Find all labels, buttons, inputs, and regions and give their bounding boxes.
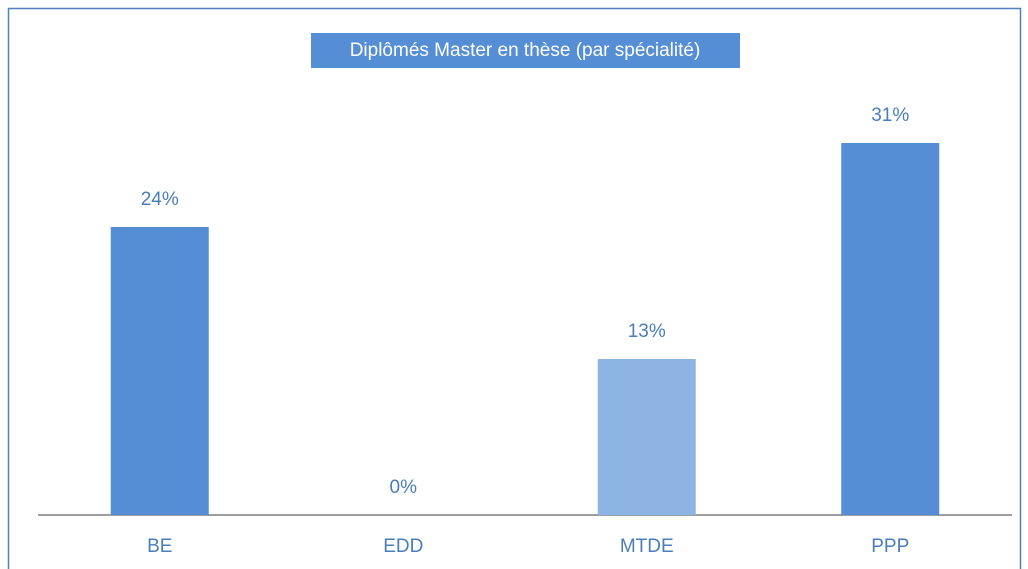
x-tick-label: PPP bbox=[871, 536, 909, 557]
data-label: 24% bbox=[141, 189, 179, 210]
title-box bbox=[311, 33, 740, 68]
data-label: 0% bbox=[390, 477, 418, 498]
bar bbox=[597, 359, 696, 515]
x-tick-label: MTDE bbox=[620, 536, 674, 557]
bar bbox=[110, 227, 209, 515]
chart-frame bbox=[7, 7, 1022, 569]
x-tick-label: BE bbox=[147, 536, 172, 557]
bar bbox=[841, 143, 940, 515]
x-tick-label: EDD bbox=[383, 536, 423, 557]
data-label: 31% bbox=[871, 105, 909, 126]
data-label: 13% bbox=[628, 321, 666, 342]
chart-title: Diplômés Master en thèse (par spécialité… bbox=[350, 40, 701, 61]
